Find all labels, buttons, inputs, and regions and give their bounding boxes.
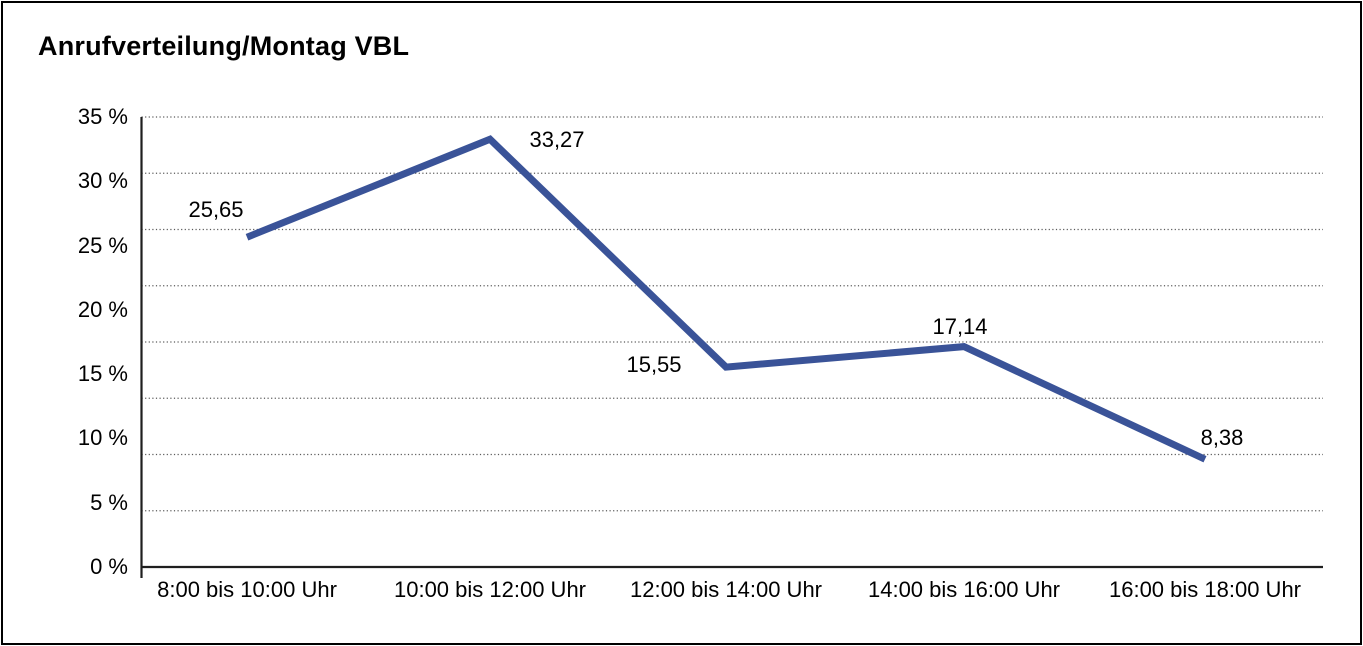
axes bbox=[140, 117, 1323, 578]
y-axis-tick-label: 20 % bbox=[77, 296, 128, 322]
x-axis-category-label: 8:00 bis 10:00 Uhr bbox=[157, 577, 337, 602]
data-point-value-label: 17,14 bbox=[932, 313, 988, 339]
x-axis-category-label: 10:00 bis 12:00 Uhr bbox=[393, 577, 587, 602]
x-axis-category-label: 12:00 bis 14:00 Uhr bbox=[629, 577, 823, 602]
series-polyline bbox=[245, 135, 1207, 463]
data-series-line bbox=[245, 135, 1207, 463]
y-axis-tick-label: 5 % bbox=[90, 489, 128, 515]
data-point-value-label: 25,65 bbox=[188, 197, 244, 223]
x-axis-category-label: 14:00 bis 16:00 Uhr bbox=[867, 577, 1061, 602]
horizontal-gridlines bbox=[141, 116, 1323, 512]
chart-title: Anrufverteilung/Montag VBL bbox=[38, 31, 410, 61]
y-axis-tick-label: 0 % bbox=[90, 554, 128, 579]
y-axis-tick-label: 25 % bbox=[77, 232, 128, 258]
x-axis-category-label: 16:00 bis 18:00 Uhr bbox=[1108, 577, 1302, 602]
data-point-value-label: 15,55 bbox=[626, 352, 682, 378]
y-axis-tick-label: 30 % bbox=[77, 168, 128, 194]
data-point-value-label: 8,38 bbox=[1200, 425, 1244, 451]
y-axis-tick-label: 10 % bbox=[77, 425, 128, 451]
data-point-value-label: 33,27 bbox=[529, 127, 585, 153]
y-axis-tick-label: 15 % bbox=[77, 361, 128, 387]
y-axis-tick-label: 35 % bbox=[77, 104, 128, 129]
